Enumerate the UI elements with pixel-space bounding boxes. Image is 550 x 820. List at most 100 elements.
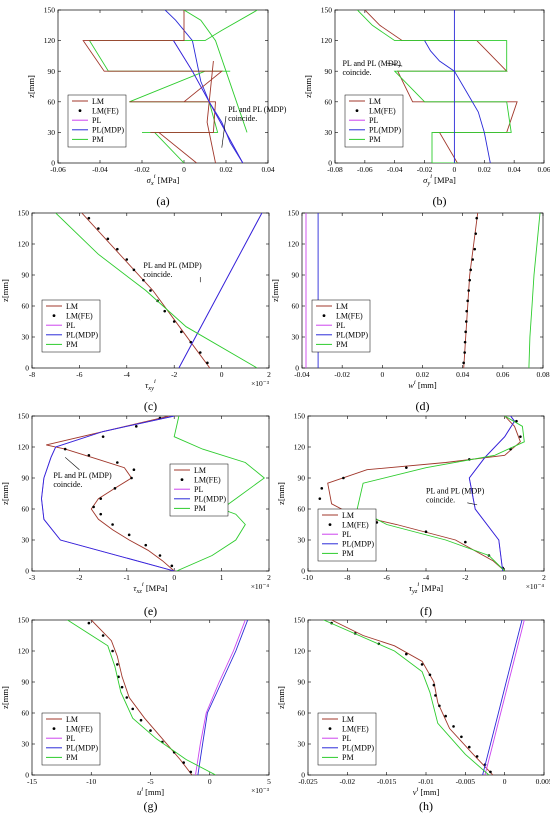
x-axis-label: wi [mm] xyxy=(408,379,437,390)
legend-label: PL xyxy=(194,485,203,494)
x-tick-label: 0 xyxy=(208,777,212,786)
y-tick-label: 60 xyxy=(298,709,306,718)
series-point-lm-fe xyxy=(106,237,110,241)
series-point-lm-fe xyxy=(170,564,174,568)
axis-multiplier: ×10⁻⁴ xyxy=(526,582,545,591)
x-tick-label: 0.005 xyxy=(536,777,550,786)
y-tick-label: 150 xyxy=(44,6,56,15)
y-tick-label: 120 xyxy=(288,240,300,249)
x-axis-label: σyi [MPa] xyxy=(423,173,456,187)
y-tick-label: 90 xyxy=(22,678,30,687)
x-tick-label: 0 xyxy=(182,165,186,174)
y-axis-label: z[mm] xyxy=(0,686,10,709)
series-line-plmdp xyxy=(424,40,491,163)
legend-label: PL(MDP) xyxy=(336,331,368,340)
y-tick-label: 150 xyxy=(321,6,333,15)
legend-box xyxy=(311,299,371,353)
series-line-plmdp xyxy=(482,620,523,775)
legend-label: PM xyxy=(336,340,348,349)
x-axis-label: vi [mm] xyxy=(413,786,440,797)
series-point-lm-fe xyxy=(468,278,471,282)
y-tick-label: 120 xyxy=(321,36,333,45)
x-tick-label: 0.02 xyxy=(416,370,429,379)
series-point-lm-fe xyxy=(101,435,105,438)
y-tick-label: 60 xyxy=(22,302,30,311)
annotation-e: PL and PL (MDP)coincide. xyxy=(53,457,112,489)
x-tick-label: -0.015 xyxy=(377,777,397,786)
panel-letter: (h) xyxy=(419,799,433,813)
series-point-lm-fe xyxy=(189,340,193,344)
legend-box xyxy=(41,712,101,766)
y-tick-label: 0 xyxy=(25,771,29,780)
series-group-g xyxy=(67,620,249,775)
series-line-pm xyxy=(55,213,258,368)
series-point-lm-fe xyxy=(342,476,345,480)
legend-box xyxy=(317,712,377,766)
x-tick-label: 1 xyxy=(220,573,224,582)
annotation-b: PL and PL (MDP)coincide. xyxy=(342,59,403,77)
x-tick-label: -2 xyxy=(171,370,177,379)
y-tick-label: 60 xyxy=(325,97,333,106)
series-point-lm-fe xyxy=(134,425,138,428)
y-tick-label: 120 xyxy=(294,443,306,452)
series-group-f xyxy=(318,416,525,571)
x-tick-label: 5 xyxy=(267,777,271,786)
panel-c: -8 -6 -4 -2 0 2 0 30 60 90 120 150 z[mm] τxyi ×10⁻³ PL … xyxy=(0,209,271,413)
x-tick-label: -0.01 xyxy=(418,777,434,786)
series-line-lm xyxy=(206,60,216,163)
x-tick-label: -2 xyxy=(76,573,82,582)
panel-g: -15 -10 -5 0 5 0 30 60 90 120 150 z[mm] ui [mm] ×10⁻³… xyxy=(0,616,271,813)
x-tick-label: -15 xyxy=(27,777,37,786)
annotation-text: PL and PL (MDP) xyxy=(228,105,287,114)
series-point-lm-fe xyxy=(99,497,103,500)
x-tick-label: 0 xyxy=(172,573,176,582)
legend-marker xyxy=(78,109,82,112)
legend-label: LM xyxy=(342,715,354,724)
legend-marker xyxy=(180,478,184,481)
legend-label: LM xyxy=(369,97,381,106)
legend-label: LM xyxy=(336,302,348,311)
x-tick-label: 0.04 xyxy=(456,370,469,379)
y-axis-label: z[mm] xyxy=(0,482,10,505)
series-point-lm-fe xyxy=(475,216,479,220)
legend-label: LM(FE) xyxy=(342,520,369,529)
x-tick-label: 0.04 xyxy=(261,165,274,174)
series-point-lm-fe xyxy=(113,487,117,490)
legend-marker xyxy=(322,314,326,317)
x-tick-label: 2 xyxy=(542,573,546,582)
series-point-lm-fe xyxy=(206,361,209,365)
y-tick-label: 0 xyxy=(51,159,55,168)
series-line-plmdp xyxy=(41,416,175,571)
y-tick-label: 30 xyxy=(22,333,30,342)
annotation-c: PL and PL (MDP)coincide. xyxy=(143,261,202,283)
series-point-lm-fe xyxy=(198,351,202,354)
legend-box xyxy=(67,94,127,148)
annotation-text: PL and PL (MDP) xyxy=(342,59,401,68)
legend-label: PL xyxy=(92,116,101,125)
series-point-lm-fe xyxy=(116,663,119,666)
x-tick-label: 2 xyxy=(267,370,271,379)
series-point-lm-fe xyxy=(467,745,471,749)
y-tick-label: 90 xyxy=(298,678,306,687)
series-point-lm-fe xyxy=(131,707,135,711)
y-axis-label: z[mm] xyxy=(270,279,280,302)
series-point-lm-fe xyxy=(125,696,129,699)
x-tick-label: 0.06 xyxy=(496,370,509,379)
series-line-plmdp xyxy=(197,620,249,775)
x-tick-label: -4 xyxy=(124,370,130,379)
y-axis-label: z[mm] xyxy=(26,75,36,98)
annotation-text: coincide. xyxy=(342,68,371,77)
panel-h: -0.025 -0.02 -0.015 -0.01 -0.005 0 0.005 0 30 60 9… xyxy=(276,616,550,813)
y-tick-label: 150 xyxy=(18,209,30,218)
legend-label: PM xyxy=(342,753,354,762)
x-tick-label: -0.04 xyxy=(387,165,403,174)
series-line-pl xyxy=(195,620,246,775)
x-tick-label: -0.025 xyxy=(298,777,318,786)
series-line-plmdp xyxy=(173,40,244,163)
x-tick-label: 0.08 xyxy=(536,370,549,379)
series-point-lm-fe xyxy=(519,435,522,438)
y-axis-label: z[mm] xyxy=(276,686,286,709)
